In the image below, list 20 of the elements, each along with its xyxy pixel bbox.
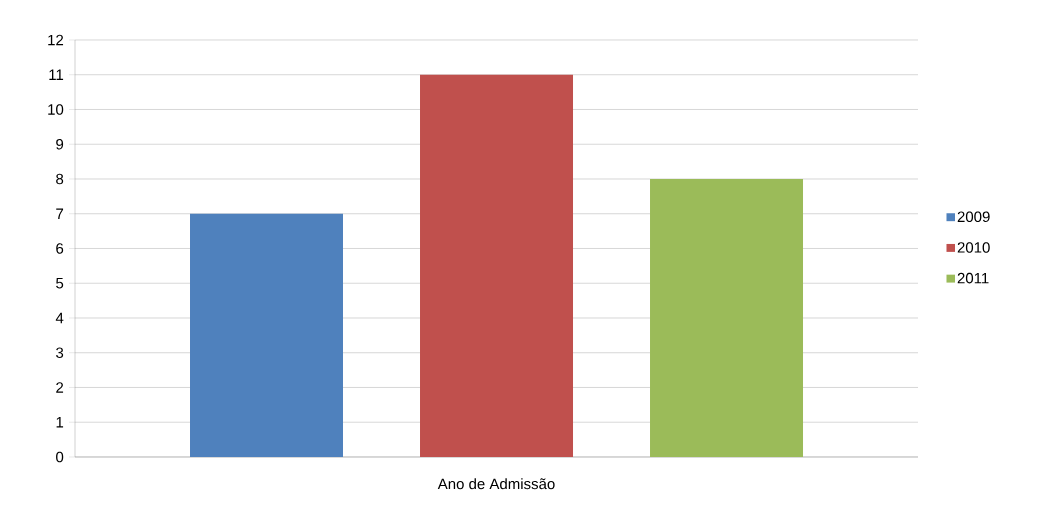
y-tick-label: 12	[48, 34, 64, 46]
y-tick-label: 4	[55, 312, 64, 324]
y-tick-label: 8	[56, 173, 64, 185]
y-tick-label: 9	[56, 138, 64, 150]
y-tick-label: 7	[56, 208, 64, 219]
y-tick-label: 1	[56, 417, 64, 428]
y-tick-label: 6	[56, 243, 64, 254]
bar	[190, 213, 344, 457]
bar	[650, 178, 804, 457]
y-tick-label: 10	[48, 104, 64, 115]
legend-label: 2010	[957, 242, 990, 253]
y-tick-label: 2	[56, 382, 64, 393]
y-tick-label: 11	[49, 69, 64, 80]
y-tick-label: 3	[56, 347, 64, 359]
bar	[420, 74, 574, 457]
legend-label: 2011	[957, 272, 989, 284]
legend-label: 2009	[957, 211, 990, 223]
x-tick-label: Ano de Admissão	[437, 478, 555, 490]
y-tick-label: 5	[56, 278, 64, 289]
y-tick-label: 0	[56, 451, 64, 463]
